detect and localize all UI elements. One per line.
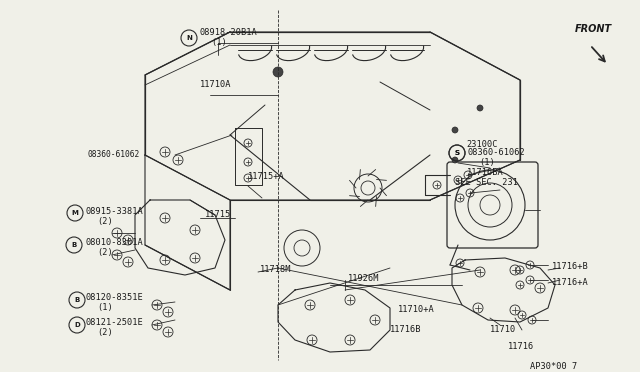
Text: S: S (454, 150, 460, 156)
Circle shape (452, 127, 458, 133)
Text: S: S (454, 150, 460, 156)
Circle shape (452, 157, 458, 163)
Text: 11716BA: 11716BA (467, 168, 504, 177)
Text: 08360-61062: 08360-61062 (467, 148, 525, 157)
Text: FRONT: FRONT (575, 24, 612, 34)
Text: N: N (186, 35, 192, 41)
Text: 11926M: 11926M (348, 274, 380, 283)
Text: 08915-3381A: 08915-3381A (85, 207, 143, 216)
Text: 11715: 11715 (205, 210, 231, 219)
Text: (2): (2) (97, 328, 113, 337)
Text: 23100C: 23100C (466, 140, 497, 149)
Text: D: D (74, 322, 80, 328)
Text: 11716B: 11716B (390, 325, 422, 334)
Text: (1): (1) (97, 303, 113, 312)
Text: 11716: 11716 (508, 342, 534, 351)
Text: 11716+A: 11716+A (552, 278, 589, 287)
Text: B: B (74, 297, 79, 303)
Text: 08918-20B1A: 08918-20B1A (199, 28, 257, 37)
Text: 08360-61062: 08360-61062 (87, 150, 140, 159)
Text: (2): (2) (97, 248, 113, 257)
Text: 11715+A: 11715+A (248, 172, 285, 181)
Text: 11710+A: 11710+A (398, 305, 435, 314)
Text: AP30*00 7: AP30*00 7 (530, 362, 577, 371)
Text: B: B (72, 242, 77, 248)
Text: SEE SEC. 231: SEE SEC. 231 (455, 178, 518, 187)
Text: 11716+B: 11716+B (552, 262, 589, 271)
Text: 08120-8351E: 08120-8351E (85, 293, 143, 302)
Text: 08121-2501E: 08121-2501E (85, 318, 143, 327)
Circle shape (273, 67, 283, 77)
Text: (2): (2) (97, 217, 113, 226)
Text: 11710: 11710 (490, 325, 516, 334)
Text: (1): (1) (211, 38, 227, 47)
Text: 11710A: 11710A (200, 80, 232, 89)
Text: 11718M: 11718M (260, 265, 291, 274)
Text: (1): (1) (479, 158, 495, 167)
Text: 08010-8301A: 08010-8301A (85, 238, 143, 247)
Text: M: M (72, 210, 79, 216)
Circle shape (477, 105, 483, 111)
